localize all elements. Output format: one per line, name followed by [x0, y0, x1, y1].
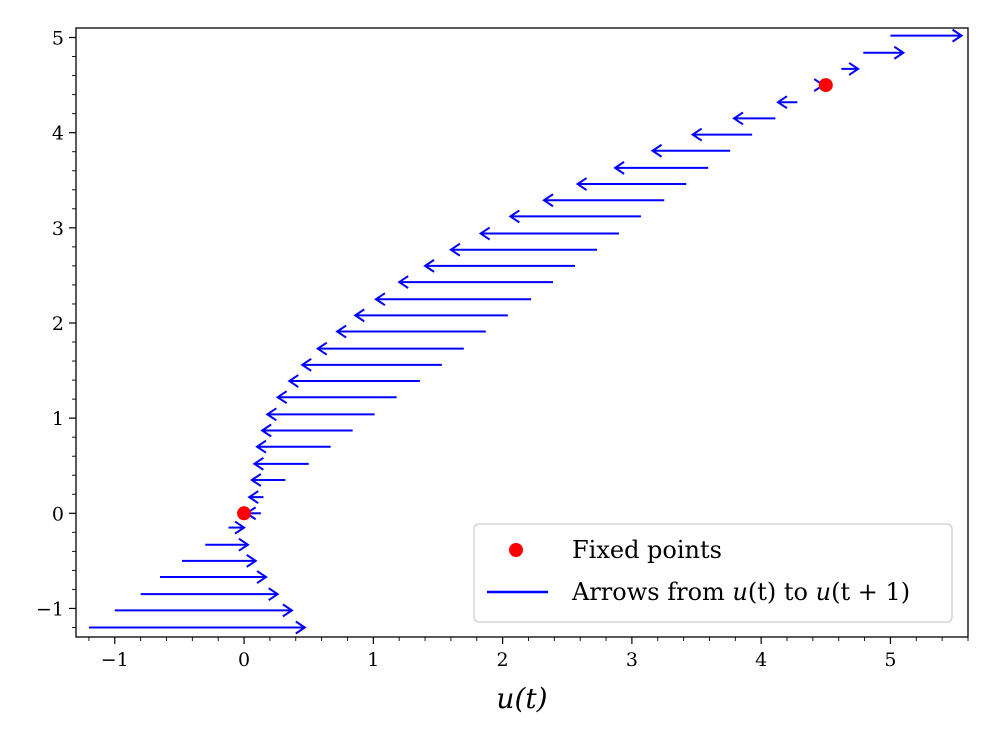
arrow-11 — [255, 439, 331, 454]
arrow-15 — [287, 374, 420, 388]
arrow-head — [268, 587, 280, 602]
x-tick-label: 4 — [755, 649, 767, 671]
x-tick-label: 1 — [367, 649, 379, 671]
arrow-19 — [353, 308, 508, 323]
arrow-27 — [575, 177, 687, 191]
arrow-head — [508, 209, 520, 224]
arrow-head — [282, 603, 294, 618]
arrow-head — [575, 177, 588, 191]
x-tick-label: 0 — [238, 649, 250, 671]
arrow-12 — [260, 423, 353, 438]
arrow-head — [255, 439, 267, 454]
plot-frame — [75, 27, 969, 638]
arrow-head — [449, 242, 461, 257]
arrow-2 — [140, 587, 280, 602]
arrow-21 — [397, 275, 554, 289]
arrow-26 — [542, 193, 665, 208]
arrow-28 — [613, 161, 709, 175]
y-tick-label: 4 — [52, 123, 64, 145]
fixed-point-1 — [818, 78, 833, 93]
arrow-9 — [250, 473, 286, 487]
legend-fixed-label: Fixed points — [572, 536, 722, 564]
legend-fixed-marker — [509, 543, 523, 557]
fixed-point-0 — [237, 506, 252, 521]
arrow-18 — [335, 324, 486, 339]
arrow-8 — [247, 490, 264, 504]
arrow-16 — [300, 358, 442, 372]
arrow-head — [238, 537, 250, 552]
legend: Fixed points Arrows from u(t) to u(t + 1… — [473, 523, 953, 623]
arrows-layer — [88, 28, 964, 635]
arrow-10 — [252, 456, 309, 471]
arrow-head — [951, 28, 964, 43]
arrow-head — [256, 570, 268, 584]
arrow-head — [250, 473, 262, 487]
arrow-1 — [114, 603, 294, 618]
arrow-head — [247, 490, 259, 504]
x-tick-label: 5 — [884, 649, 896, 671]
arrow-4 — [182, 554, 258, 568]
arrow-head — [252, 456, 264, 471]
arrow-head — [260, 423, 272, 438]
arrow-head — [300, 358, 312, 372]
y-tick-label: −1 — [36, 598, 64, 620]
arrow-head — [690, 127, 703, 142]
arrow-head — [423, 259, 435, 273]
arrow-head — [353, 308, 365, 323]
arrow-22 — [423, 259, 576, 273]
arrow-17 — [315, 341, 464, 356]
x-tick-label: 2 — [497, 649, 509, 671]
y-tick-label: 5 — [52, 28, 64, 50]
arrow-head — [613, 161, 625, 175]
y-tick-label: 2 — [52, 313, 64, 335]
arrow-34 — [841, 62, 860, 76]
legend-box — [473, 523, 953, 623]
arrow-head — [295, 620, 307, 635]
arrow-0 — [88, 620, 307, 635]
arrow-5 — [205, 537, 250, 552]
arrow-29 — [650, 143, 731, 158]
x-tick-label: −1 — [101, 649, 129, 671]
fixed-points-layer — [237, 78, 833, 521]
y-tick-label: 3 — [52, 218, 64, 240]
arrow-31 — [732, 111, 776, 126]
arrow-head — [776, 95, 788, 110]
arrow-head — [848, 62, 860, 76]
y-tick-label: 1 — [52, 408, 64, 430]
arrow-head — [542, 193, 554, 208]
arrow-35 — [863, 45, 906, 60]
arrow-head — [732, 111, 744, 126]
arrow-13 — [265, 407, 375, 422]
arrow-6 — [228, 520, 246, 535]
arrow-3 — [160, 570, 268, 584]
arrow-head — [275, 390, 288, 405]
arrow-36 — [890, 28, 964, 43]
arrow-head — [397, 275, 409, 289]
arrow-25 — [508, 209, 641, 224]
arrow-20 — [374, 292, 532, 307]
arrow-head — [234, 520, 246, 535]
arrow-head — [893, 45, 906, 60]
arrow-head — [374, 292, 386, 307]
arrow-14 — [275, 390, 397, 405]
y-tick-label: 0 — [52, 503, 64, 525]
arrow-30 — [690, 127, 753, 142]
arrow-head — [315, 341, 328, 356]
arrow-head — [478, 226, 491, 241]
x-axis-label: u(t) — [496, 682, 547, 715]
arrow-head — [287, 374, 299, 388]
arrow-head — [335, 324, 347, 339]
axes-layer: −1 0 1 2 3 4 5 −1 0 1 2 3 4 5 — [36, 27, 969, 671]
legend-arrows-label: Arrows from u(t) to u(t + 1) — [571, 578, 910, 606]
arrow-23 — [449, 242, 597, 257]
arrow-head — [265, 407, 277, 422]
x-tick-label: 3 — [626, 649, 638, 671]
arrow-head — [650, 143, 663, 158]
arrow-head — [246, 554, 258, 568]
arrow-32 — [776, 95, 798, 110]
arrow-24 — [478, 226, 619, 241]
